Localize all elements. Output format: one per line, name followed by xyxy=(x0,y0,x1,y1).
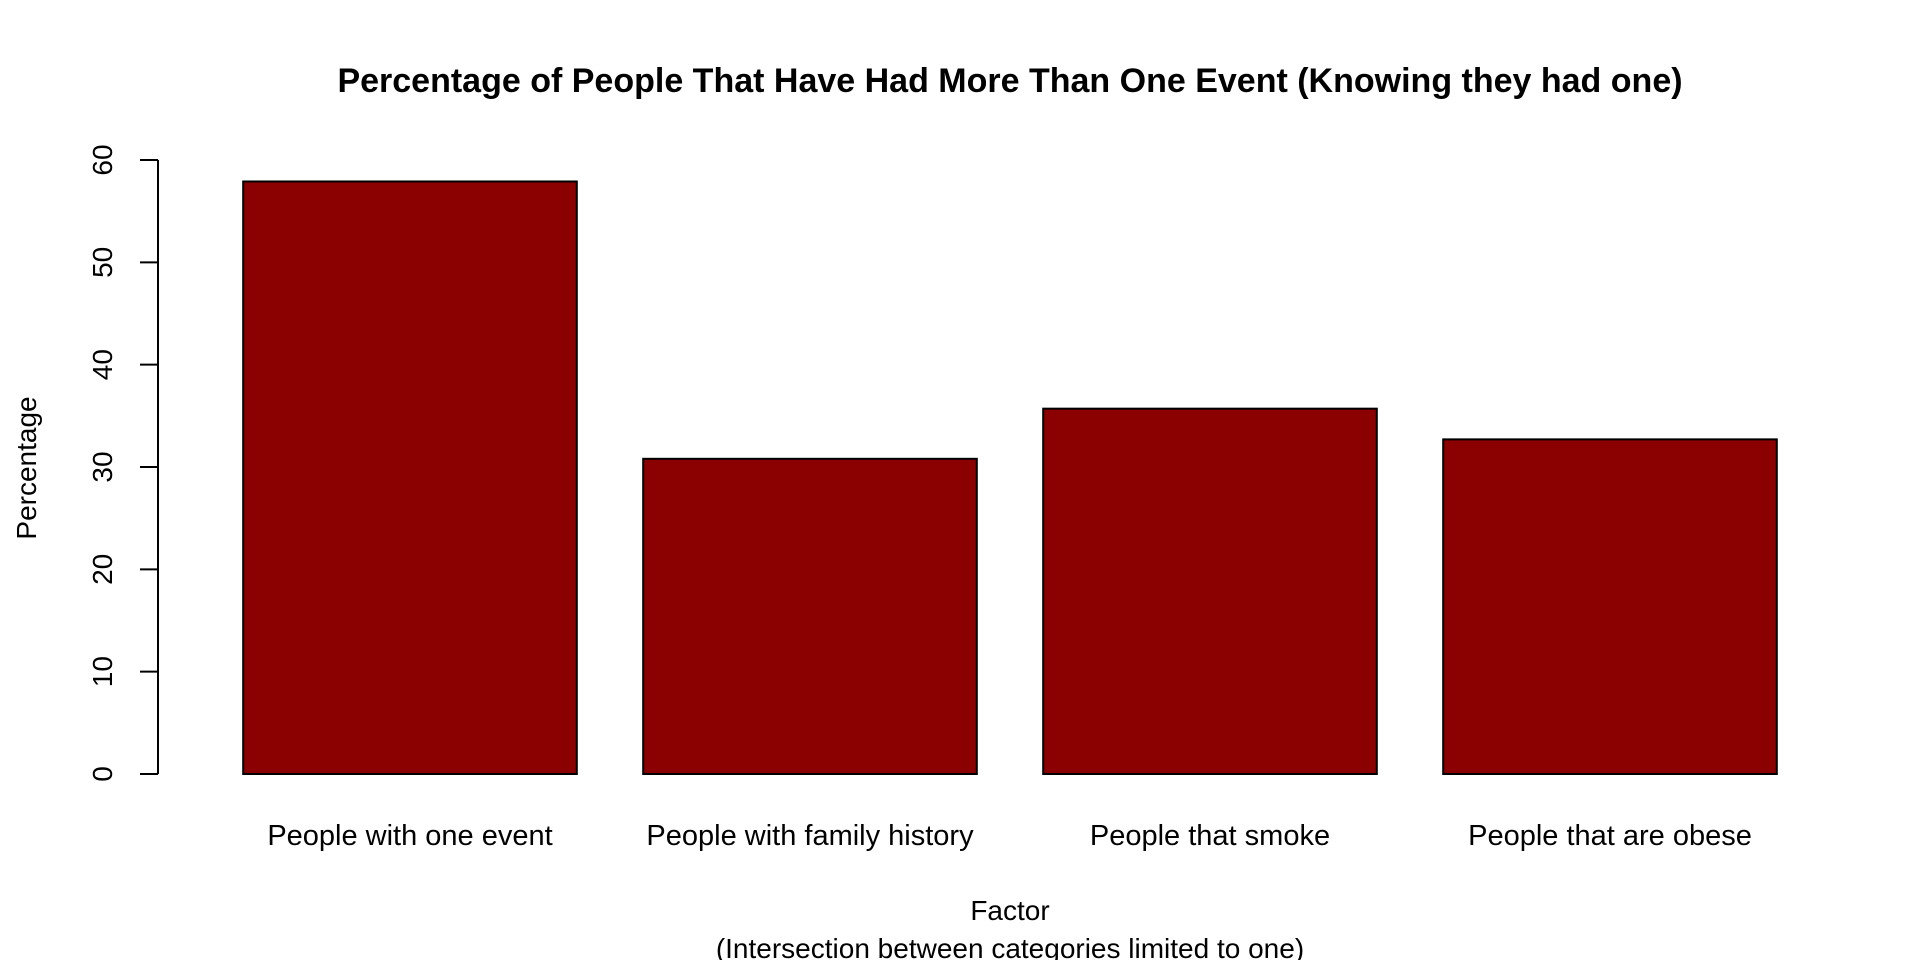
y-tick-label: 50 xyxy=(87,247,118,278)
y-axis: 0 10 20 30 40 50 60 xyxy=(87,144,159,782)
category-labels: People with one event People with family … xyxy=(267,820,1752,852)
category-label: People with one event xyxy=(267,820,552,852)
bar xyxy=(642,457,978,775)
chart-title: Percentage of People That Have Had More … xyxy=(337,62,1682,100)
y-tick-label: 40 xyxy=(87,349,118,380)
y-axis-label: Percentage xyxy=(11,396,42,539)
category-label: People with family history xyxy=(646,820,974,852)
category-label: People that smoke xyxy=(1090,820,1330,852)
y-tick-label: 0 xyxy=(87,766,118,782)
bar xyxy=(1042,407,1378,775)
bar xyxy=(1442,438,1778,775)
x-axis-sublabel: (Intersection between categories limited… xyxy=(716,933,1304,960)
bar xyxy=(242,180,578,776)
y-tick-label: 60 xyxy=(87,144,118,175)
y-tick-label: 30 xyxy=(87,451,118,482)
y-tick-label: 20 xyxy=(87,554,118,585)
bars xyxy=(242,180,1778,776)
category-label: People that are obese xyxy=(1468,820,1752,852)
y-tick-label: 10 xyxy=(87,656,118,687)
x-axis-label: Factor xyxy=(970,895,1049,926)
